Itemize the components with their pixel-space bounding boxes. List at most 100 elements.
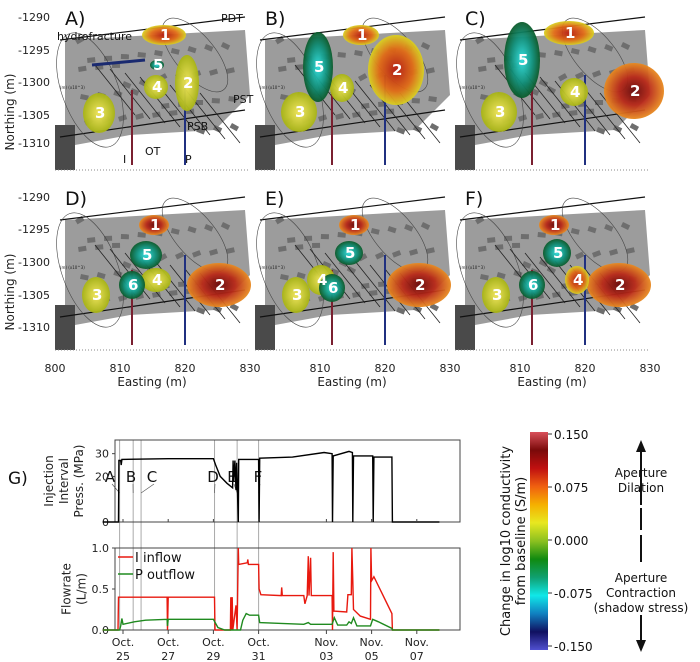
conductivity-anomaly-1 [339, 215, 369, 235]
x-tick-month: Oct. [202, 636, 225, 649]
rock-texture [512, 242, 521, 248]
annotation-psb: PSB [187, 120, 208, 133]
rock-texture [478, 245, 487, 252]
series-line-i-inflow [102, 547, 440, 631]
conductivity-anomaly-3 [83, 93, 115, 133]
monitoring-borehole [584, 88, 626, 140]
y-axis-label: Interval [57, 458, 71, 504]
easting-tick: 810 [510, 362, 531, 375]
rock-texture [129, 88, 140, 96]
plot-frame [114, 439, 461, 523]
rock-texture [78, 245, 87, 252]
rock-texture [275, 215, 285, 225]
conductivity-anomaly-1 [544, 21, 594, 45]
conductivity-anomaly-3 [481, 92, 517, 132]
easting-tick: 820 [375, 362, 396, 375]
northing-tick: -1310 [18, 321, 50, 334]
rock-texture [226, 247, 235, 254]
rock-texture [168, 110, 178, 116]
y-tick-label: 20 [95, 470, 109, 483]
rock-texture [187, 46, 197, 54]
conductivity-anomaly-3 [82, 277, 110, 313]
rock-texture [609, 248, 619, 256]
rock-texture [337, 52, 346, 58]
anomaly-number: 4 [152, 78, 162, 96]
rock-texture [592, 70, 602, 78]
x-tick-month: Oct. [112, 636, 135, 649]
rock-texture [211, 98, 220, 104]
rock-texture [368, 290, 378, 296]
conductivity-anomaly-5 [150, 60, 164, 70]
event-label-e: E [227, 468, 236, 486]
scale-text: (m) (x10^3) [60, 85, 85, 90]
conductivity-anomaly-2 [368, 35, 424, 105]
rock-texture [620, 41, 631, 51]
rock-texture [287, 237, 296, 243]
map-panel-b: (m) (x10^3) 1 2 3 45 B) [255, 8, 450, 171]
anomaly-number: 2 [215, 276, 225, 294]
series-line-p-outflow [102, 612, 440, 631]
rock-texture [195, 100, 203, 105]
rock-texture [122, 81, 132, 89]
y-tick-label: 1.0 [92, 542, 110, 555]
rock-dark-region [55, 125, 75, 170]
x-tick-day: 03 [319, 650, 333, 662]
rock-texture [220, 41, 231, 51]
anomaly-number: 5 [142, 246, 152, 264]
rock-texture [478, 65, 487, 72]
annotation-p: P [185, 153, 192, 166]
rock-texture [192, 250, 202, 258]
colorbar-tick-label: -0.075 [554, 587, 593, 601]
x-tick-day: 27 [161, 650, 175, 662]
rock-texture [475, 35, 485, 45]
y-tick-label: 30 [95, 448, 109, 461]
borehole-ellipse [56, 212, 124, 328]
monitoring-borehole [354, 80, 396, 132]
rock-texture [569, 110, 578, 116]
rock-texture [387, 226, 397, 234]
rock-texture [537, 232, 546, 238]
legend-label: P outflow [135, 568, 195, 583]
borehole-ellipse [56, 32, 124, 148]
rock-texture [475, 215, 485, 225]
colorbar-tick-label: 0.150 [554, 428, 588, 442]
rock-texture [570, 47, 580, 55]
conductivity-anomaly-4 [560, 78, 588, 106]
rock-texture [160, 102, 170, 109]
anomaly-number: 1 [150, 216, 160, 234]
rock-texture [120, 54, 129, 60]
rock-dark-region [255, 125, 275, 170]
x-tick-day: 25 [116, 650, 130, 662]
x-tick-day: 05 [365, 650, 379, 662]
annotation-pst: PST [233, 93, 254, 106]
borehole-ellipse [256, 212, 324, 328]
anomaly-number: 1 [357, 26, 367, 44]
panel-label-g: G) [8, 469, 28, 489]
rock-texture [104, 55, 113, 61]
rock-dark-region [455, 305, 475, 350]
rock-texture [561, 102, 570, 109]
monitoring-borehole [524, 252, 566, 304]
anomaly-number: 1 [565, 24, 575, 42]
panel-label: F) [465, 188, 483, 210]
rock-texture [592, 250, 602, 258]
scale-text: (m) (x10^3) [460, 85, 485, 90]
rock-texture [208, 68, 219, 76]
rock-texture [279, 274, 289, 281]
conductivity-anomaly-4 [565, 266, 589, 294]
annotation-ot: OT [145, 145, 161, 158]
rock-texture [558, 73, 568, 82]
rock-texture [538, 79, 549, 88]
anomaly-number: 3 [292, 286, 302, 304]
colorbar-gradient [530, 432, 548, 650]
rock-texture [426, 247, 435, 254]
rock-texture [318, 114, 328, 122]
map-axes: Northing (m) Northing (m) -1290 -1290 -129… [3, 11, 661, 389]
rock-texture [587, 226, 597, 234]
rock-texture [79, 274, 89, 281]
rock-texture [122, 261, 132, 269]
colorbar-title: from baseline (S/m) [514, 477, 529, 605]
rock-texture [137, 52, 146, 58]
anomaly-number: 5 [314, 58, 324, 76]
